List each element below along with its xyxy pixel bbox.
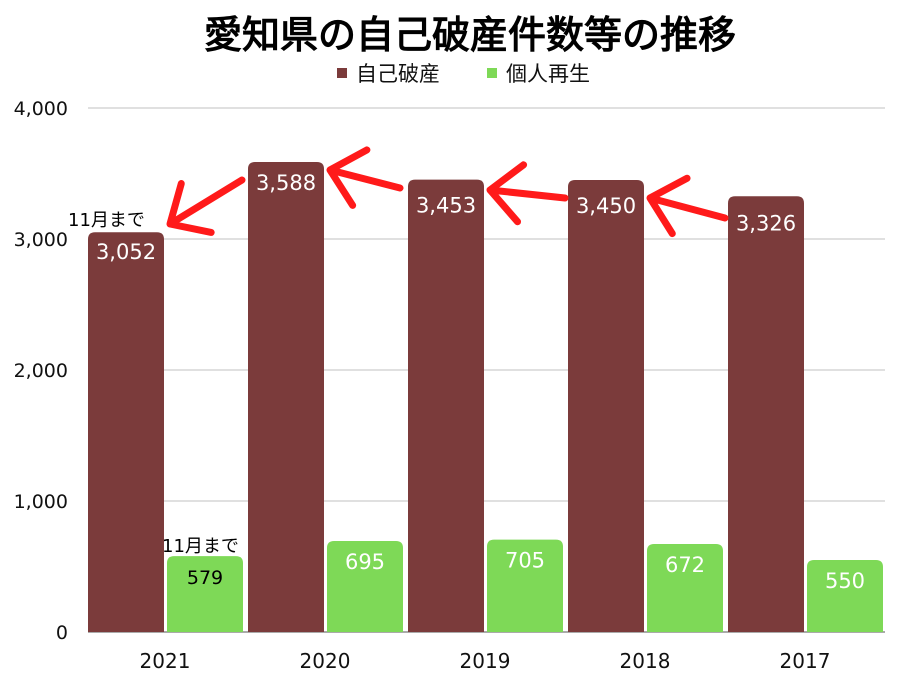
red-arrow <box>166 176 246 236</box>
x-tick-label: 2020 <box>300 649 351 673</box>
bar-bankruptcy <box>568 180 644 633</box>
bar-bankruptcy <box>248 161 324 633</box>
data-label: 3,450 <box>576 194 636 218</box>
bar-rehabilitation <box>807 559 883 632</box>
legend-label-rehabilitation: 個人再生 <box>506 62 590 86</box>
bar-bankruptcy <box>728 196 804 632</box>
legend-swatch-rehabilitation <box>487 68 497 78</box>
y-tick-label: 4,000 <box>14 98 68 120</box>
y-tick-label: 0 <box>56 622 68 644</box>
data-label: 3,588 <box>256 171 316 195</box>
bar-rehabilitation <box>327 540 403 632</box>
note-rehabilitation-2021: 11月まで <box>162 536 239 557</box>
x-tick-label: 2021 <box>140 649 191 673</box>
note-bankruptcy-2021: 11月まで <box>68 210 145 231</box>
legend: 自己破産 個人再生 <box>337 62 590 86</box>
y-tick-label: 1,000 <box>14 491 68 513</box>
data-label: 695 <box>345 550 385 574</box>
y-tick-label: 2,000 <box>14 360 68 382</box>
chart-title: 愛知県の自己破産件数等の推移 <box>204 13 736 57</box>
legend-label-bankruptcy: 自己破産 <box>356 62 440 86</box>
data-label: 3,052 <box>96 240 156 264</box>
bar-bankruptcy <box>88 232 164 633</box>
red-arrow <box>646 174 729 238</box>
bar-rehabilitation <box>647 543 723 632</box>
data-label: 550 <box>825 569 865 593</box>
data-label: 705 <box>505 549 545 573</box>
data-label: 3,453 <box>416 194 476 218</box>
red-arrow <box>326 146 404 209</box>
x-tick-label: 2018 <box>620 649 671 673</box>
legend-swatch-bankruptcy <box>337 68 347 78</box>
data-label: 579 <box>187 567 223 589</box>
x-tick-label: 2017 <box>780 649 831 673</box>
red-arrow <box>486 161 569 226</box>
y-tick-label: 3,000 <box>14 229 68 251</box>
data-label: 3,326 <box>736 211 796 235</box>
x-tick-label: 2019 <box>460 649 511 673</box>
bar-bankruptcy <box>408 179 484 633</box>
bar-rehabilitation <box>167 556 243 632</box>
data-label: 672 <box>665 553 705 577</box>
bar-rehabilitation <box>487 539 563 632</box>
